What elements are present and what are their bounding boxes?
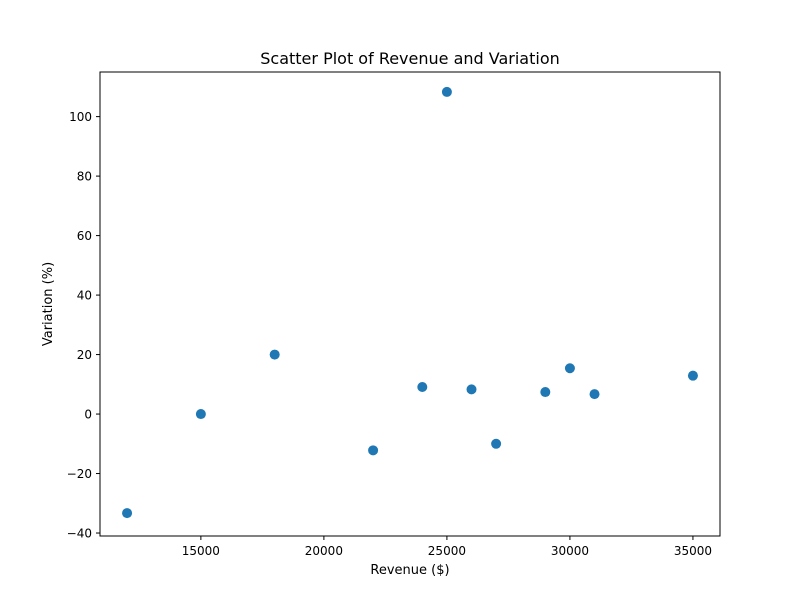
- y-tick-label: 20: [77, 348, 92, 362]
- y-tick-label: −40: [67, 527, 92, 541]
- scatter-point: [466, 384, 477, 395]
- y-tick-label: −20: [67, 467, 92, 481]
- chart-title: Scatter Plot of Revenue and Variation: [260, 49, 560, 68]
- scatter-point: [269, 349, 280, 360]
- y-tick-label: 60: [77, 229, 92, 243]
- y-tick-label: 0: [84, 408, 92, 422]
- scatter-point: [368, 445, 379, 456]
- x-tick-label: 20000: [305, 544, 343, 558]
- scatter-point: [441, 86, 452, 97]
- y-tick-label: 100: [69, 110, 92, 124]
- y-axis-label: Variation (%): [41, 262, 56, 346]
- x-tick-label: 30000: [551, 544, 589, 558]
- scatter-point: [564, 363, 575, 374]
- y-tick-label: 40: [77, 289, 92, 303]
- scatter-point: [122, 508, 133, 519]
- x-axis-label: Revenue ($): [370, 563, 449, 578]
- plot-frame: [99, 71, 721, 537]
- y-axis-ticks: −40 −20 0 20 40 60 80 100: [67, 110, 100, 541]
- scatter-point: [491, 438, 502, 449]
- x-tick-label: 35000: [674, 544, 712, 558]
- x-tick-label: 15000: [182, 544, 220, 558]
- scatter-point: [417, 381, 428, 392]
- y-tick-label: 80: [77, 170, 92, 184]
- scatter-point: [589, 389, 600, 400]
- scatter-point: [195, 409, 206, 420]
- scatter-point: [540, 387, 551, 398]
- x-tick-label: 25000: [428, 544, 466, 558]
- scatter-point: [687, 370, 698, 381]
- plot-area: [99, 71, 721, 537]
- scatter-points: [122, 86, 698, 519]
- x-axis-ticks: 15000 20000 25000 30000 35000: [182, 536, 712, 558]
